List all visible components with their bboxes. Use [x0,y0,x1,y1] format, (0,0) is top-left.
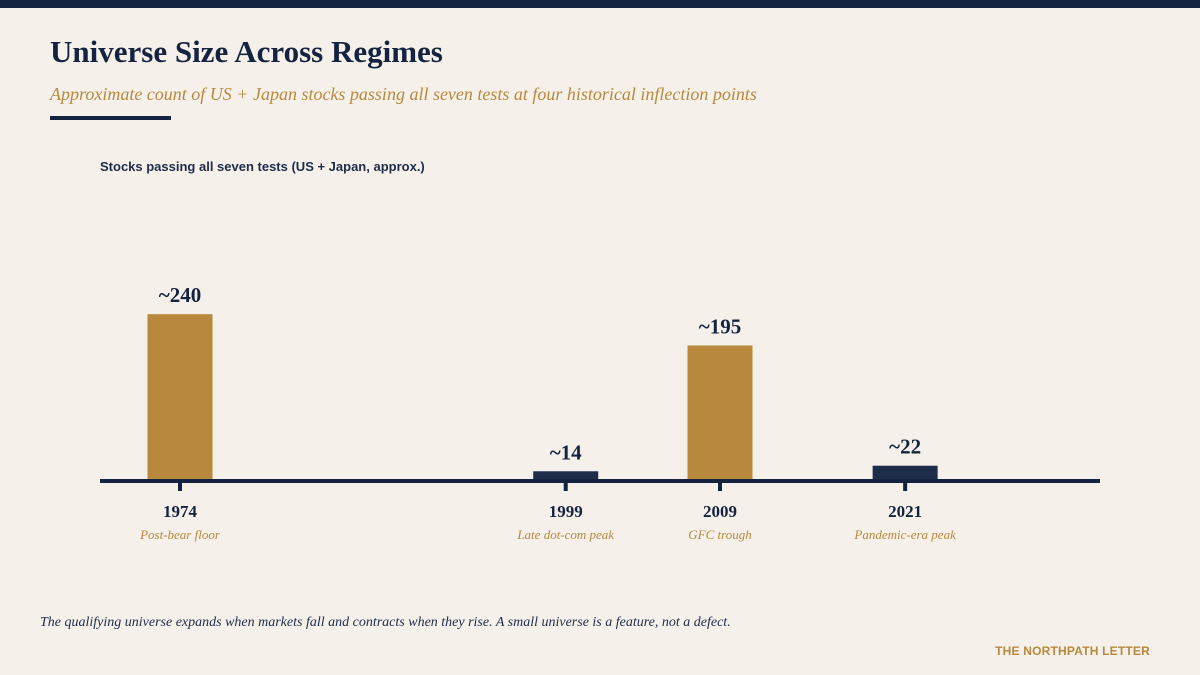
bar-1999 [533,471,599,481]
data-label-1974: ~240 [159,283,201,307]
tick-label-2009: 2009 [703,502,737,521]
tick-mark-2021 [903,481,908,491]
category-note-1999: Late dot-com peak [516,527,614,542]
data-label-2009: ~195 [699,314,741,338]
tick-mark-1974 [178,481,182,491]
tick-mark-1999 [563,481,568,491]
category-note-2009: GFC trough [688,527,751,542]
category-note-1974: Post-bear floor [139,527,221,542]
data-label-2021: ~22 [889,435,921,459]
x-axis-baseline [100,479,1100,483]
title-underline [50,116,171,120]
tick-mark-2009 [718,481,722,491]
category-note-2021: Pandemic-era peak [853,527,956,542]
page-title: Universe Size Across Regimes [50,34,443,69]
bar-2021 [872,465,938,481]
top-accent-bar [0,0,1200,8]
bar-2009 [687,345,753,481]
brand-label: THE NORTHPATH LETTER [995,644,1150,658]
data-label-1999: ~14 [550,440,582,464]
footnote: The qualifying universe expands when mar… [40,615,731,630]
tick-label-1999: 1999 [549,502,583,521]
bar-1974 [147,314,213,481]
page-subtitle: Approximate count of US + Japan stocks p… [50,84,757,104]
chart-title: Stocks passing all seven tests (US + Jap… [100,159,425,174]
tick-label-1974: 1974 [163,502,198,521]
tick-label-2021: 2021 [888,502,922,521]
